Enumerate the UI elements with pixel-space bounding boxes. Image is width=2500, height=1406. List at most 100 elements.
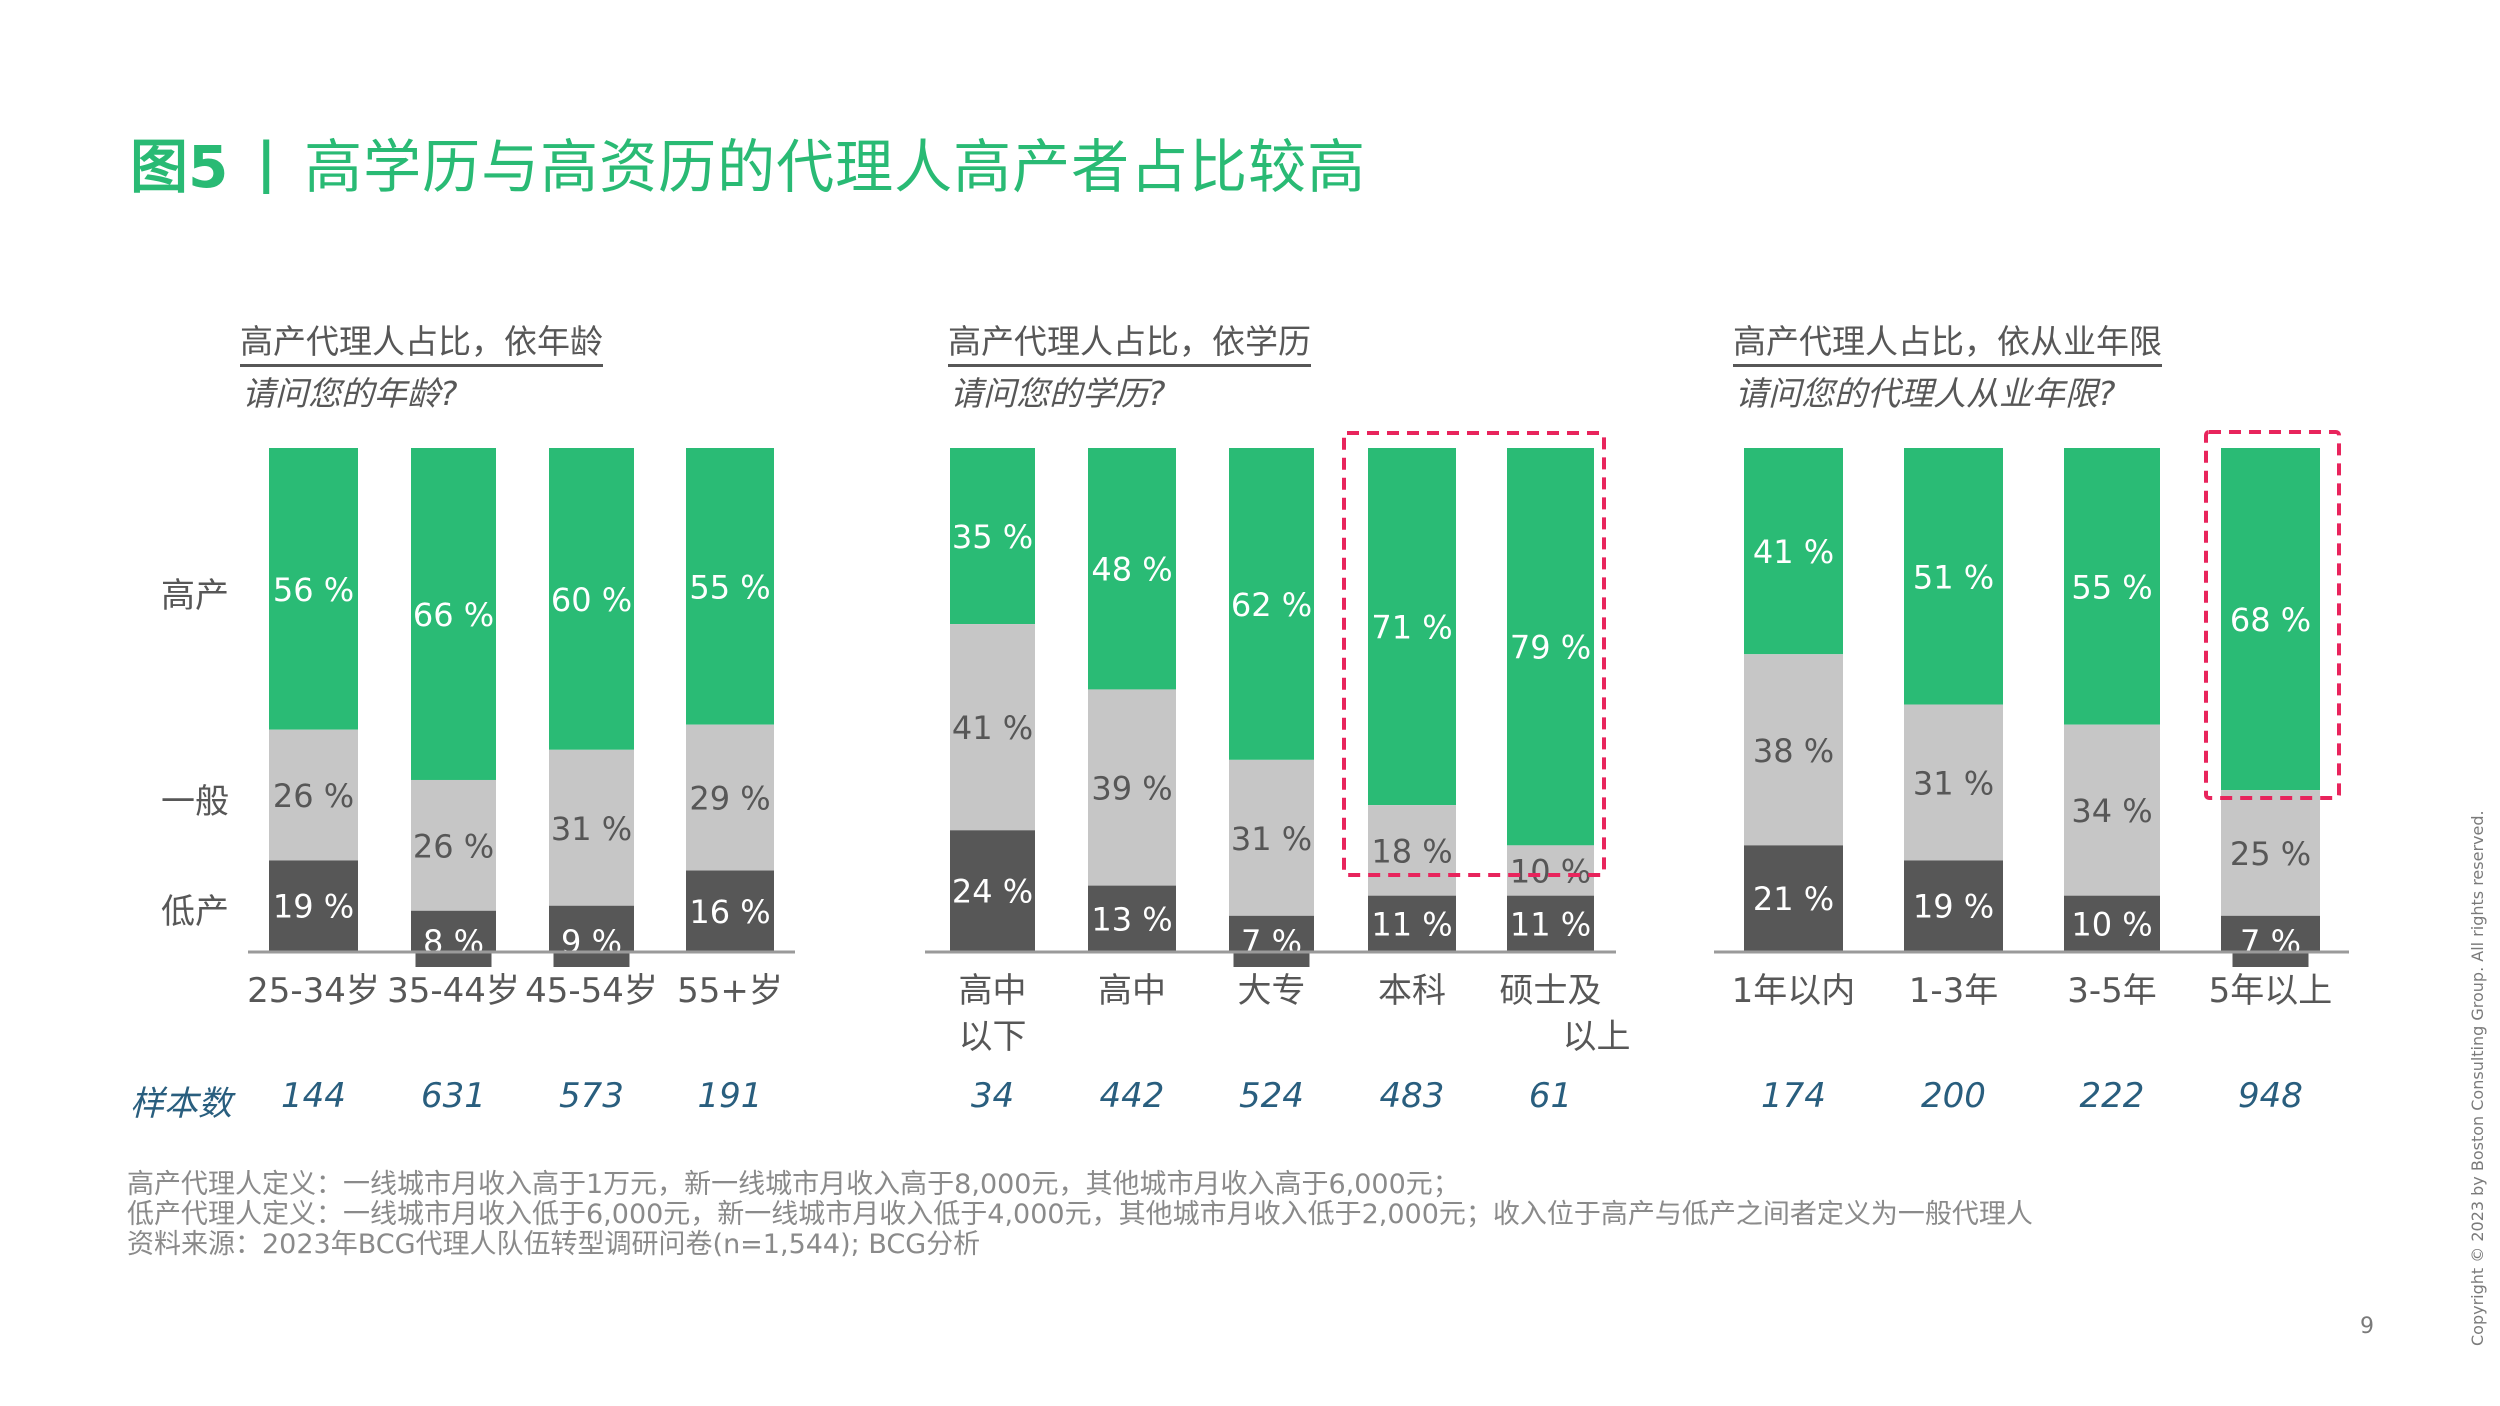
data-label-low: 7 % (2240, 923, 2301, 961)
category-label-line: 以上 (1562, 1017, 1631, 1057)
sample-size-value: 948 (2238, 1076, 2303, 1116)
title-separator: | (256, 130, 277, 194)
bar-segment-medium (686, 724, 774, 871)
chart-panel-0: 56 % 26 % 19 % 66 % 26 % 8 % 60 % 31 % 9 % 55 % 29… (248, 448, 795, 967)
data-label-medium: 41 % (952, 709, 1033, 747)
sample-size-value: 222 (2079, 1076, 2145, 1116)
bar-segment-medium (1229, 759, 1314, 916)
category-label: 55+岁 (650, 968, 810, 1014)
data-label-high: 71 % (1371, 609, 1452, 647)
category-label: 本科 (1332, 968, 1492, 1014)
sample-size-value: 524 (1239, 1076, 1304, 1116)
data-label-medium: 34 % (2071, 792, 2152, 830)
data-label-low: 16 % (689, 893, 770, 931)
data-label-low: 9 % (561, 923, 622, 961)
category-label: 1年以内 (1714, 968, 1874, 1014)
sample-size-value: 573 (559, 1076, 624, 1116)
bar-segment-high (1229, 448, 1314, 760)
bar-segment-medium (1088, 689, 1176, 886)
category-label: 1-3年 (1874, 968, 2034, 1014)
bar-segment-low (1088, 885, 1176, 951)
data-label-background (553, 917, 630, 967)
data-label-low: 13 % (1091, 900, 1172, 938)
bar-segment-medium (2064, 724, 2160, 896)
panel-subtitle-tenure: 请问您的代理人从业年限? (1735, 374, 2116, 413)
data-label-high: 56 % (273, 571, 354, 609)
data-label-high: 41 % (1753, 533, 1834, 571)
bar-segment-medium (549, 749, 634, 906)
sample-size-value: 483 (1379, 1076, 1445, 1116)
bar-segment-high (269, 448, 358, 730)
category-label: 硕士及 以上 (1471, 968, 1631, 1060)
data-label-low: 19 % (273, 888, 354, 926)
category-label-line: 本科 (1378, 971, 1446, 1011)
footnote-high-definition: 高产代理人定义：一线城市月收入高于1万元，新一线城市月收入高于8,000元，其他… (127, 1169, 1460, 1200)
data-label-low: 10 % (2071, 905, 2152, 943)
sample-size-value: 61 (1528, 1076, 1573, 1116)
category-label-line: 25-34岁 (247, 971, 380, 1011)
category-label-line: 3-5年 (2067, 971, 2157, 1011)
data-label-background (1233, 917, 1310, 967)
data-label-medium: 39 % (1091, 770, 1172, 808)
sample-size-value: 34 (970, 1076, 1015, 1116)
category-label-line: 大专 (1237, 971, 1306, 1011)
bar-segment-high (686, 448, 774, 725)
data-label-high: 55 % (689, 568, 770, 606)
bar-segment-low (1904, 860, 2003, 951)
highlight-box (1342, 431, 1606, 877)
category-label-line: 5年以上 (2208, 971, 2333, 1011)
data-label-background (415, 917, 492, 967)
data-label-medium: 29 % (689, 780, 770, 818)
category-label: 大专 (1192, 968, 1352, 1014)
bar-segment-medium (1368, 805, 1456, 896)
data-label-medium: 31 % (551, 810, 632, 848)
category-label-line: 45-54岁 (525, 971, 658, 1011)
y-label-high: 高产 (161, 576, 229, 616)
panel-title-education: 高产代理人占比，依学历 (948, 322, 1311, 367)
sample-size-value: 174 (1761, 1076, 1826, 1116)
sample-size-value: 200 (1921, 1076, 1986, 1116)
bar-segment-high (2221, 448, 2320, 791)
data-label-medium: 10 % (1510, 853, 1591, 891)
sample-size-value: 442 (1099, 1076, 1165, 1116)
bar-segment-high (1744, 448, 1843, 655)
figure-label: 图5 (130, 133, 229, 201)
bar-segment-high (2064, 448, 2160, 725)
data-label-high: 48 % (1091, 551, 1172, 589)
data-label-medium: 26 % (273, 777, 354, 815)
category-label: 5年以上 (2191, 968, 2351, 1014)
data-label-medium: 31 % (1913, 764, 1994, 802)
bar-segment-high (411, 448, 496, 780)
data-label-medium: 31 % (1231, 820, 1312, 858)
category-label: 3-5年 (2032, 968, 2192, 1014)
data-label-high: 66 % (413, 596, 494, 634)
bar-segment-high (1088, 448, 1176, 690)
category-label: 高中 以下 (913, 968, 1073, 1060)
category-label-line: 35-44岁 (387, 971, 520, 1011)
panel-title-age: 高产代理人占比，依年龄 (240, 322, 603, 367)
panel-subtitle-education: 请问您的学历? (950, 374, 1166, 413)
data-label-low: 8 % (423, 923, 484, 961)
data-label-background (2232, 917, 2309, 967)
data-label-medium: 26 % (413, 827, 494, 865)
footnote-source: 资料来源：2023年BCG代理人队伍转型调研问卷(n=1,544); BCG分析 (127, 1229, 981, 1260)
sample-size-value: 191 (697, 1076, 763, 1116)
chart-panel-1: 35 % 41 % 24 % 48 % 39 % 13 % 62 % 31 % 7 % 71 % 1… (925, 431, 1616, 967)
panel-subtitle-age: 请问您的年龄? (242, 374, 458, 413)
y-label-low: 低产 (161, 892, 229, 932)
data-label-high: 60 % (551, 581, 632, 619)
category-label: 高中 (1052, 968, 1212, 1014)
category-label-line: 以下 (958, 1017, 1027, 1057)
data-label-medium: 38 % (1753, 732, 1834, 770)
data-label-medium: 25 % (2230, 835, 2311, 873)
y-label-medium: 一般 (161, 782, 229, 822)
sample-size-value: 144 (281, 1076, 346, 1116)
bar-segment-low (1744, 845, 1843, 951)
bar-segment-high (1507, 448, 1594, 846)
data-label-low: 21 % (1753, 880, 1834, 918)
bar-segment-medium (411, 779, 496, 911)
bar-segment-low (950, 830, 1035, 951)
bar-segment-low (2064, 895, 2160, 951)
bar-segment-low (1507, 895, 1594, 951)
